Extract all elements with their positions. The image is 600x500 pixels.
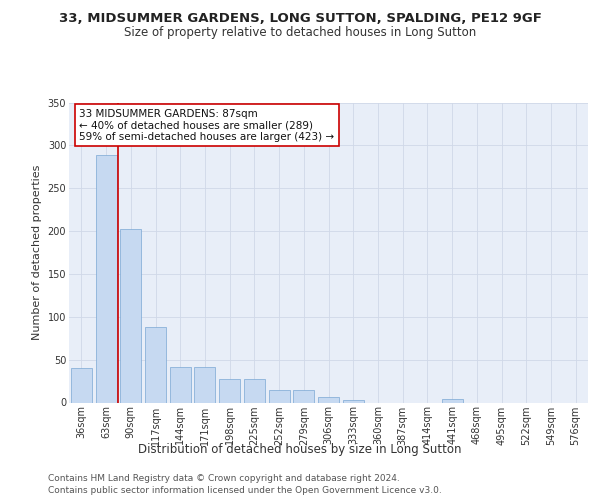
Bar [170,366,191,402]
Text: 33 MIDSUMMER GARDENS: 87sqm
← 40% of detached houses are smaller (289)
59% of se: 33 MIDSUMMER GARDENS: 87sqm ← 40% of det… [79,108,335,142]
Text: Contains public sector information licensed under the Open Government Licence v3: Contains public sector information licen… [48,486,442,495]
Text: 33, MIDSUMMER GARDENS, LONG SUTTON, SPALDING, PE12 9GF: 33, MIDSUMMER GARDENS, LONG SUTTON, SPAL… [59,12,541,26]
Text: Size of property relative to detached houses in Long Sutton: Size of property relative to detached ho… [124,26,476,39]
Text: Distribution of detached houses by size in Long Sutton: Distribution of detached houses by size … [138,442,462,456]
Bar [95,155,116,402]
Text: Contains HM Land Registry data © Crown copyright and database right 2024.: Contains HM Land Registry data © Crown c… [48,474,400,483]
Bar [244,378,265,402]
Bar [442,399,463,402]
Bar [194,366,215,402]
Bar [145,327,166,402]
Bar [269,390,290,402]
Bar [71,368,92,402]
Bar [293,390,314,402]
Y-axis label: Number of detached properties: Number of detached properties [32,165,42,340]
Bar [343,400,364,402]
Bar [318,396,339,402]
Bar [120,228,141,402]
Bar [219,378,240,402]
